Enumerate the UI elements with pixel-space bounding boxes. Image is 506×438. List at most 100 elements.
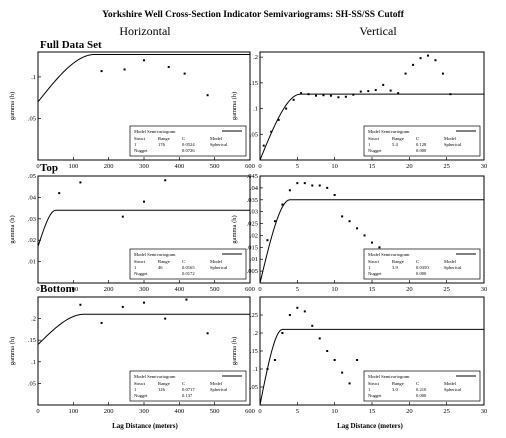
y-tick-label: .25 [250, 312, 258, 319]
y-tick-label: .02 [28, 237, 36, 244]
x-tick-label: 500 [210, 286, 220, 293]
data-point [412, 63, 415, 66]
data-point [277, 118, 280, 121]
x-tick-label: 400 [174, 408, 184, 415]
legend-struct-number: 1 [134, 265, 137, 270]
x-tick-label: 300 [139, 408, 149, 415]
data-point [273, 220, 276, 223]
legend-struct-number: 1 [134, 142, 137, 147]
x-tick-label: 20 [406, 408, 413, 415]
y-tick-label: .01 [28, 259, 36, 266]
x-tick-label: 200 [104, 286, 114, 293]
y-tick-label: .05 [250, 131, 258, 138]
data-point [382, 83, 385, 86]
data-point [404, 72, 407, 75]
legend-col-range: Range [158, 259, 170, 264]
legend-nugget-value: 0.137 [182, 393, 193, 398]
legend-col-c: C [416, 381, 419, 386]
data-point [318, 337, 321, 340]
y-tick-label: .005 [247, 268, 258, 275]
x-tick-label: 300 [139, 163, 149, 170]
data-point [419, 57, 422, 60]
data-point [329, 94, 332, 97]
y-tick-label: .035 [247, 197, 258, 204]
data-point [206, 332, 209, 335]
data-point [359, 90, 362, 93]
data-point [58, 192, 61, 195]
y-tick-label: .015 [247, 244, 258, 251]
x-tick-label: 30 [481, 408, 488, 415]
x-tick-label: 100 [68, 286, 78, 293]
y-tick-label: .03 [250, 209, 258, 216]
data-point [356, 359, 359, 361]
data-point [273, 359, 276, 361]
data-point [303, 182, 306, 185]
data-point [389, 89, 392, 92]
data-point [143, 200, 145, 203]
x-tick-label: 5 [296, 163, 299, 170]
legend-nugget-label: Nugget [368, 271, 382, 276]
legend-header: Model Semivariogram [368, 374, 410, 379]
legend-nugget-label: Nugget [368, 393, 382, 398]
data-point [206, 94, 209, 97]
data-point [311, 324, 314, 327]
figure-title: Yorkshire Well Cross-Section Indicator S… [102, 10, 405, 20]
y-axis-label: gamma (h) [9, 215, 16, 243]
x-tick-label: 10 [331, 163, 338, 170]
legend-header: Model Semivariogram [134, 129, 176, 134]
data-point [371, 241, 373, 244]
y-tick-label: .05 [28, 115, 36, 122]
legend-col-c: C [416, 259, 419, 264]
y-tick-label: .025 [247, 221, 258, 228]
legend-col-struct: Struct [134, 381, 146, 386]
legend-col-struct: Struct [368, 136, 380, 141]
x-tick-label: 600 [245, 286, 255, 293]
legend-model-name: Spherical [210, 142, 228, 147]
legend-model-name: Spherical [210, 387, 228, 392]
x-tick-label: 20 [406, 286, 413, 293]
legend-col-range: Range [392, 259, 404, 264]
y-tick-label: .05 [250, 384, 258, 391]
legend-header: Model Semivariogram [134, 252, 176, 257]
legend-col-struct: Struct [134, 136, 146, 141]
legend: Model Semivariogram Struct Range C Model 1 3.9… [363, 248, 481, 280]
legend-range-value: 3.0 [392, 387, 398, 392]
row-header-bottom: Bottom [40, 283, 75, 295]
x-tick-label: 30 [481, 286, 488, 293]
y-tick-label: .1 [253, 106, 258, 113]
row-header-full: Full Data Set [40, 39, 102, 51]
x-tick-label: 0 [36, 286, 39, 293]
column-header-vertical: Vertical [359, 24, 397, 38]
x-tick-label: 0 [258, 163, 261, 170]
panel-full-horizontal: 0 100 200 300 400 500 600 .05 .1 gamma (h) Model S… [9, 51, 255, 170]
legend-nugget-value: 0.000 [416, 271, 427, 276]
x-tick-label: 30 [481, 163, 488, 170]
data-point [315, 94, 317, 97]
x-tick-label: 10 [331, 408, 338, 415]
data-point [427, 54, 429, 57]
legend-col-struct: Struct [368, 259, 380, 264]
legend-col-model: Model [210, 381, 223, 386]
data-point [449, 93, 452, 96]
y-axis-label: gamma (h) [231, 215, 238, 243]
data-point [296, 182, 299, 185]
column-header-horizontal: Horizontal [119, 24, 171, 38]
panel-top-vertical: 0 5 10 15 20 25 30 .005 .01 .015 .02 .025 .03 .035 .04… [231, 173, 487, 293]
legend-struct-number: 1 [134, 387, 137, 392]
data-point [292, 98, 295, 101]
y-tick-label: .2 [31, 316, 36, 323]
x-tick-label: 15 [369, 408, 376, 415]
legend-nugget-label: Nugget [134, 393, 148, 398]
data-point [311, 184, 314, 187]
x-tick-label: 0 [258, 286, 261, 293]
legend-range-value: 5.4 [392, 142, 398, 147]
x-tick-label: 25 [443, 286, 450, 293]
data-point [288, 314, 291, 316]
data-point [348, 220, 351, 223]
model-curve [37, 209, 250, 247]
data-point [281, 203, 284, 206]
data-point [397, 92, 400, 95]
x-tick-label: 0 [258, 408, 261, 415]
legend-range-value: 126 [158, 387, 166, 392]
